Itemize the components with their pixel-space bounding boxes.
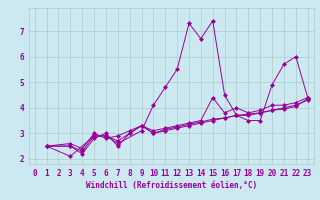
X-axis label: Windchill (Refroidissement éolien,°C): Windchill (Refroidissement éolien,°C) xyxy=(86,181,257,190)
